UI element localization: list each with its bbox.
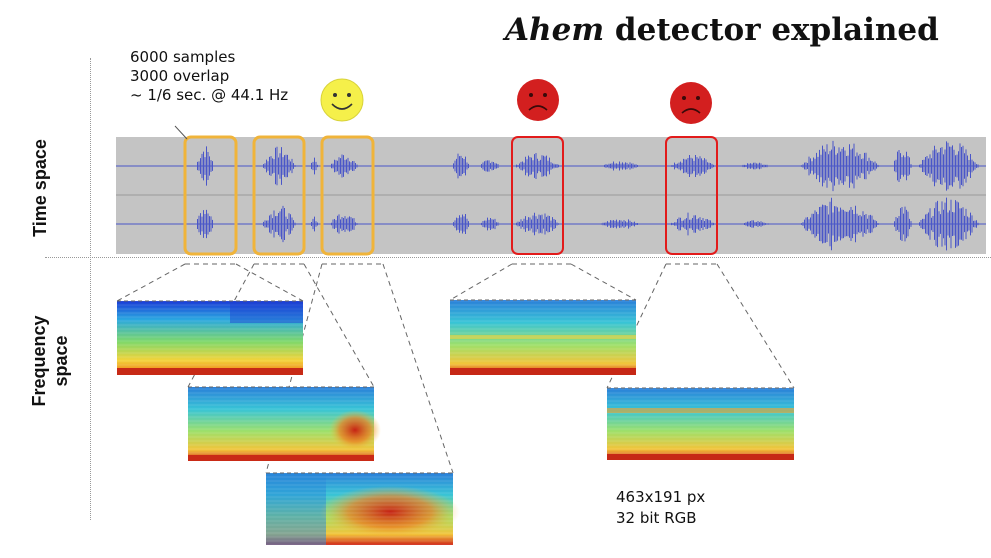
ahem-window-box-2 bbox=[252, 135, 306, 256]
param-overlap: 3000 overlap bbox=[130, 67, 230, 85]
waveform-bursts bbox=[197, 140, 980, 251]
section-divider bbox=[45, 257, 991, 258]
ahem-window-box-3 bbox=[320, 135, 375, 256]
non-ahem-window-box-2 bbox=[665, 136, 718, 255]
non-ahem-window-box-1 bbox=[511, 136, 564, 255]
spectrogram-size: 463x191 px bbox=[616, 488, 706, 506]
sad-face-icon bbox=[670, 82, 712, 124]
sad-face-icon bbox=[517, 79, 559, 121]
param-samples: 6000 samples bbox=[130, 48, 236, 66]
spectrogram-info: 463x191 px 32 bit RGB bbox=[616, 487, 705, 529]
spectrogram-ahem-1 bbox=[117, 300, 303, 375]
params-pointer bbox=[174, 125, 188, 140]
spectrogram-ahem-2 bbox=[188, 386, 381, 461]
smiley-icon bbox=[320, 78, 364, 122]
spectrogram-ahem-3 bbox=[266, 472, 460, 545]
spectrogram-non-ahem-2 bbox=[607, 387, 794, 460]
spectrogram-format: 32 bit RGB bbox=[616, 509, 697, 527]
param-duration: ~ 1/6 sec. @ 44.1 Hz bbox=[130, 86, 289, 104]
spectrogram-non-ahem-1 bbox=[450, 299, 636, 375]
vertical-divider bbox=[90, 58, 91, 520]
ahem-window-box-1 bbox=[183, 135, 238, 256]
window-parameters: 6000 samples 3000 overlap ~ 1/6 sec. @ 4… bbox=[130, 48, 288, 105]
title-emphasis: Ahem bbox=[505, 12, 605, 48]
title-rest: detector explained bbox=[604, 12, 939, 48]
diagram-title: Ahem detector explained bbox=[505, 12, 985, 48]
